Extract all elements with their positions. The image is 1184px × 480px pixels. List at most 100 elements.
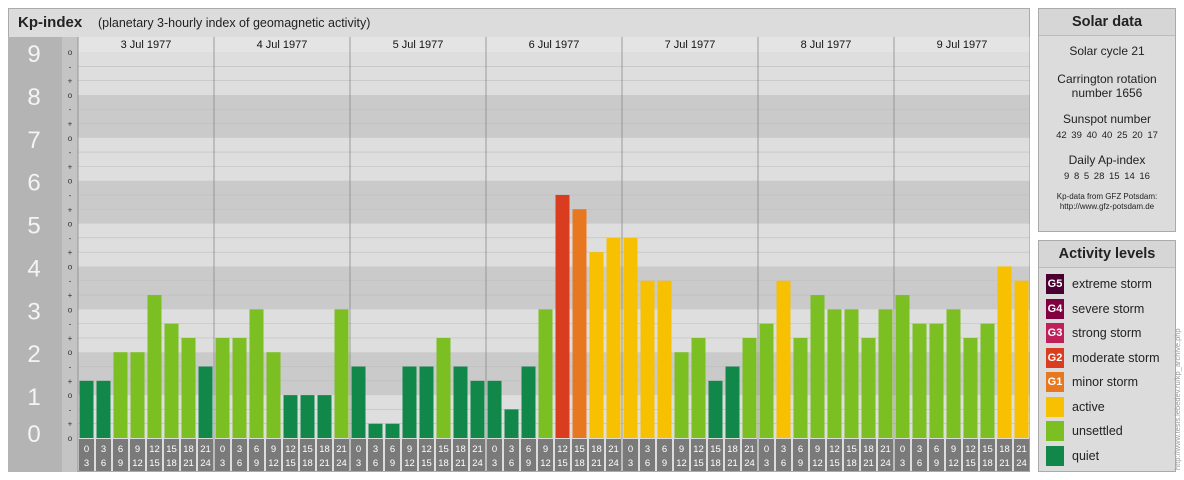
interval-start-label: 15 bbox=[574, 444, 585, 455]
y-subtick-label: o bbox=[68, 220, 73, 229]
y-subtick-label: + bbox=[68, 248, 73, 257]
interval-start-label: 0 bbox=[220, 444, 225, 455]
y-subtick-label: - bbox=[69, 62, 72, 71]
kp-bar bbox=[793, 337, 808, 438]
interval-cell bbox=[776, 439, 791, 471]
interval-end-label: 12 bbox=[268, 458, 279, 469]
interval-start-label: 3 bbox=[781, 444, 786, 455]
interval-end-label: 3 bbox=[84, 458, 89, 469]
interval-cell bbox=[640, 439, 655, 471]
interval-cell bbox=[521, 439, 536, 471]
interval-cell bbox=[572, 439, 587, 471]
y-subtick-label: o bbox=[68, 434, 73, 443]
interval-start-label: 6 bbox=[662, 444, 667, 455]
interval-end-label: 18 bbox=[574, 458, 585, 469]
interval-end-label: 12 bbox=[676, 458, 687, 469]
interval-cell bbox=[232, 439, 247, 471]
day-label: 9 Jul 1977 bbox=[937, 39, 988, 51]
interval-start-label: 6 bbox=[934, 444, 939, 455]
kp-bar bbox=[419, 366, 434, 438]
interval-start-label: 18 bbox=[455, 444, 466, 455]
source-credit[interactable]: http://www.tesis.lebedev.ru/kp_archive.p… bbox=[1173, 328, 1182, 470]
interval-start-label: 9 bbox=[815, 444, 820, 455]
interval-end-label: 21 bbox=[999, 458, 1010, 469]
interval-end-label: 3 bbox=[220, 458, 225, 469]
level-badge: G2 bbox=[1046, 347, 1064, 368]
chart-header: Kp-index (planetary 3-hourly index of ge… bbox=[8, 8, 1030, 36]
interval-cell bbox=[419, 439, 434, 471]
interval-end-label: 12 bbox=[948, 458, 959, 469]
interval-start-label: 0 bbox=[628, 444, 633, 455]
interval-end-label: 24 bbox=[336, 458, 347, 469]
interval-cell bbox=[980, 439, 995, 471]
level-label: extreme storm bbox=[1072, 277, 1152, 291]
y-subtick-label: o bbox=[68, 391, 73, 400]
interval-cell bbox=[487, 439, 502, 471]
kp-bar bbox=[215, 337, 230, 438]
interval-end-label: 24 bbox=[200, 458, 211, 469]
interval-cell bbox=[997, 439, 1012, 471]
gfz-credit-link[interactable]: http://www.gfz-potsdam.de bbox=[1059, 202, 1155, 211]
kp-bar bbox=[79, 380, 94, 438]
interval-cell bbox=[215, 439, 230, 471]
kp-bar bbox=[572, 209, 587, 438]
interval-cell bbox=[725, 439, 740, 471]
interval-end-label: 21 bbox=[863, 458, 874, 469]
solar-cycle: Solar cycle 21 bbox=[1069, 44, 1145, 58]
interval-start-label: 3 bbox=[237, 444, 242, 455]
y-subtick-label: - bbox=[69, 320, 72, 329]
kp-bar bbox=[810, 295, 825, 438]
y-tick-label: 0 bbox=[27, 421, 40, 448]
kp-bar bbox=[232, 337, 247, 438]
interval-start-label: 18 bbox=[591, 444, 602, 455]
kp-bar bbox=[164, 323, 179, 438]
interval-end-label: 12 bbox=[540, 458, 551, 469]
interval-end-label: 9 bbox=[934, 458, 939, 469]
interval-cell bbox=[946, 439, 961, 471]
y-subtick-label: o bbox=[68, 48, 73, 57]
activity-level-item: G4 severe storm bbox=[1046, 298, 1144, 319]
interval-cell bbox=[368, 439, 383, 471]
kp-bar bbox=[504, 409, 519, 438]
interval-end-label: 21 bbox=[183, 458, 194, 469]
interval-cell bbox=[351, 439, 366, 471]
interval-start-label: 9 bbox=[543, 444, 548, 455]
y-subtick-label: - bbox=[69, 191, 72, 200]
interval-cell bbox=[742, 439, 757, 471]
interval-start-label: 3 bbox=[917, 444, 922, 455]
kp-band bbox=[78, 180, 1030, 224]
kp-bar bbox=[912, 323, 927, 438]
level-badge: G4 bbox=[1046, 298, 1064, 319]
level-label: moderate storm bbox=[1072, 350, 1160, 365]
interval-cell bbox=[861, 439, 876, 471]
kp-bar bbox=[334, 309, 349, 438]
kp-bar bbox=[963, 337, 978, 438]
interval-end-label: 6 bbox=[373, 458, 378, 469]
y-subtick-label: - bbox=[69, 105, 72, 114]
activity-level-item: active bbox=[1046, 396, 1105, 417]
interval-start-label: 21 bbox=[744, 444, 755, 455]
kp-bar bbox=[657, 280, 672, 438]
interval-end-label: 15 bbox=[693, 458, 704, 469]
interval-cell bbox=[79, 439, 94, 471]
y-tick-label: 9 bbox=[27, 41, 40, 68]
interval-cell bbox=[470, 439, 485, 471]
interval-cell bbox=[198, 439, 213, 471]
kp-bar bbox=[266, 352, 281, 438]
kp-bar bbox=[640, 280, 655, 438]
interval-cell bbox=[249, 439, 264, 471]
day-label-row bbox=[78, 37, 1030, 52]
kp-bar bbox=[351, 366, 366, 438]
interval-end-label: 12 bbox=[812, 458, 823, 469]
interval-start-label: 15 bbox=[846, 444, 857, 455]
kp-bar bbox=[589, 252, 604, 438]
kp-bar bbox=[181, 337, 196, 438]
kp-bar bbox=[742, 337, 757, 438]
kp-bar bbox=[759, 323, 774, 438]
interval-end-label: 12 bbox=[404, 458, 415, 469]
sunspot-values: 42 39 40 40 25 20 17 bbox=[1056, 130, 1158, 141]
day-label: 5 Jul 1977 bbox=[393, 39, 444, 51]
level-label: strong storm bbox=[1072, 326, 1142, 340]
kp-bar bbox=[997, 266, 1012, 438]
kp-bar bbox=[436, 337, 451, 438]
